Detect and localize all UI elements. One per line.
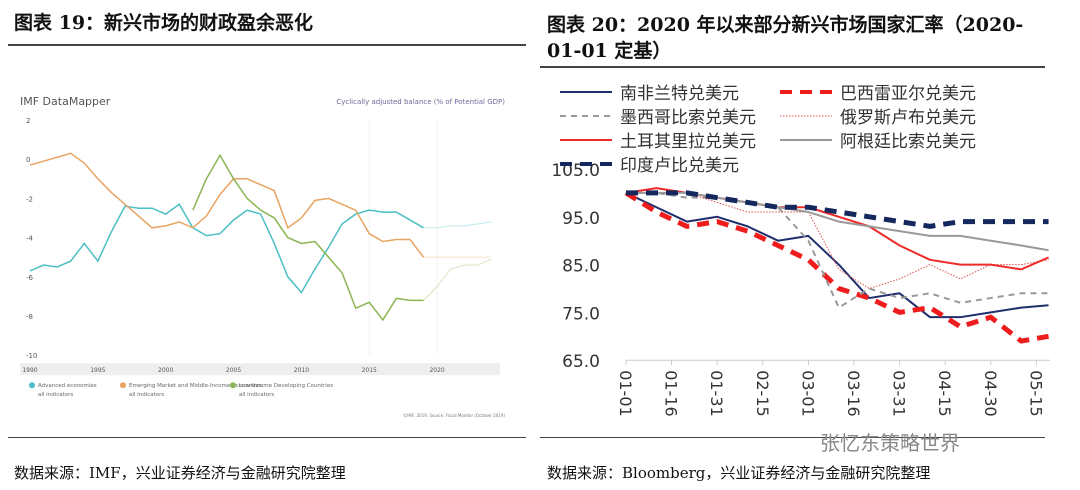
x-tick-label: 01-16 [662, 370, 681, 417]
y-tick-label: 95.0 [562, 209, 600, 229]
y-tick-label: 105.0 [551, 161, 600, 181]
legend-label: 巴西雷亚尔兑美元 [840, 84, 976, 104]
legend-sublabel: all indicators [239, 392, 274, 398]
x-tick-label: 02-15 [753, 370, 772, 417]
legend-label: Advanced economies [38, 383, 97, 389]
y-tick-label: -6 [26, 274, 34, 282]
x-tick-label: 03-31 [890, 370, 909, 417]
legend-sublabel: all indicators [38, 392, 73, 398]
legend-label: 阿根廷比索兑美元 [840, 132, 976, 152]
series-line [625, 191, 1049, 319]
left-figure-title: 图表 19：新兴市场的财政盈余恶化 [14, 12, 314, 34]
x-tick-label: 03-01 [798, 370, 817, 417]
y-tick-label: -2 [26, 195, 33, 203]
legend-label: Emerging Market and Middle-Income Econom… [129, 383, 262, 389]
series-line [29, 152, 425, 258]
legend-label: 印度卢比兑美元 [620, 156, 739, 176]
left-title-rule [8, 44, 526, 46]
x-tick-label: 05-15 [1026, 370, 1045, 417]
y-tick-label: 2 [26, 117, 30, 125]
x-tick-label: 2005 [226, 367, 241, 374]
x-tick-label: 04-30 [981, 370, 1000, 417]
watermark: 张忆东策略世界 [820, 431, 960, 455]
series-line [626, 190, 1049, 229]
series-line [29, 203, 424, 294]
x-tick-label: 1990 [22, 367, 37, 374]
series-projection [423, 221, 492, 229]
legend-marker [29, 382, 35, 389]
x-tick-label: 2015 [362, 367, 377, 374]
x-tick-label: 2000 [158, 367, 173, 374]
y-tick-label: 0 [26, 156, 30, 164]
x-tick-label: 04-15 [935, 370, 954, 417]
x-tick-label: 2010 [294, 367, 309, 374]
series-line [192, 153, 424, 322]
chart-credit: ©IMF, 2019, Source: Fiscal Monitor (Octo… [403, 413, 505, 418]
series-projection [423, 258, 492, 301]
x-axis-band [20, 363, 500, 376]
x-tick-label: 2020 [429, 367, 444, 374]
y-tick-label: -10 [26, 352, 37, 360]
y-tick-label: 75.0 [562, 304, 600, 324]
left-bottom-rule [8, 437, 526, 438]
series-line [625, 187, 1049, 271]
chart-title: Cyclically adjusted balance (% of Potent… [336, 98, 505, 106]
x-tick-label: 01-31 [707, 370, 726, 417]
x-tick-label: 03-16 [844, 370, 863, 417]
legend-marker [230, 382, 236, 389]
legend-label: Low-Income Developing Countries [239, 383, 333, 389]
x-tick-label: 1995 [90, 367, 105, 374]
right-figure-title: 图表 20：2020 年以来部分新兴市场国家汇率（2020-01-01 定基） [547, 14, 1024, 62]
left-chart: IMF DataMapper Cyclically adjusted balan… [20, 95, 505, 418]
right-source: 数据来源：Bloomberg，兴业证券经济与金融研究院整理 [547, 464, 931, 482]
y-tick-label: -8 [26, 313, 33, 321]
series-line [626, 191, 1049, 309]
legend-label: 墨西哥比索兑美元 [620, 108, 756, 128]
y-tick-label: -4 [26, 235, 34, 243]
series-line [625, 187, 1049, 289]
y-tick-label: 65.0 [562, 352, 600, 372]
right-bottom-rule [540, 437, 1045, 438]
left-source: 数据来源：IMF，兴业证券经济与金融研究院整理 [14, 464, 346, 482]
y-tick-label: 85.0 [562, 257, 600, 277]
legend-sublabel: all indicators [129, 392, 164, 398]
right-title-rule [540, 66, 1045, 68]
x-tick-label: 01-01 [616, 370, 635, 417]
legend-label: 俄罗斯卢布兑美元 [840, 108, 976, 128]
chart-brand: IMF DataMapper [20, 95, 111, 108]
series-line [624, 190, 1049, 344]
legend-marker [120, 382, 126, 389]
legend-label: 土耳其里拉兑美元 [620, 132, 756, 152]
right-chart: 105.0 95.0 85.0 75.0 65.0 01-01 01-16 01-31 02-1… [551, 84, 1050, 417]
legend-label: 南非兰特兑美元 [620, 84, 739, 104]
